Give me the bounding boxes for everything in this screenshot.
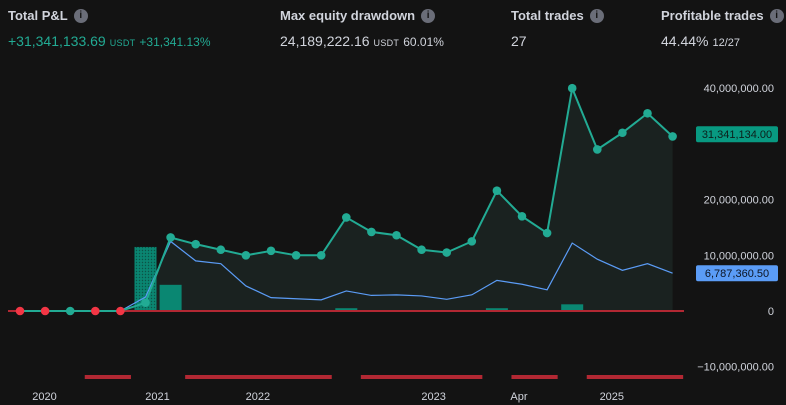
x-tick-label: 2020 bbox=[32, 391, 56, 403]
info-icon[interactable]: i bbox=[589, 8, 604, 23]
x-tick-label: 2023 bbox=[421, 391, 445, 403]
drawdown-bar bbox=[586, 375, 684, 379]
stat-max-drawdown: Max equity drawdown i 24,189,222.16 USDT… bbox=[280, 8, 444, 49]
equity-point bbox=[116, 306, 125, 316]
equity-last-value-tag: 31,341,134.00 bbox=[702, 129, 772, 141]
equity-point bbox=[65, 306, 75, 316]
y-tick-label: 20,000,000.00 bbox=[704, 195, 774, 207]
equity-point bbox=[442, 248, 452, 257]
buy-hold-last-value-tag: 6,787,360.50 bbox=[705, 268, 769, 280]
total-trades-value: 27 bbox=[511, 33, 527, 49]
buy-hold-line bbox=[20, 240, 673, 312]
stat-profitable-trades: Profitable trades i 44.44% 12/27 bbox=[661, 8, 784, 49]
equity-point bbox=[342, 213, 351, 222]
y-tick-label: 40,000,000.00 bbox=[704, 83, 774, 95]
equity-point bbox=[392, 230, 401, 240]
drawdown-bar bbox=[360, 375, 483, 379]
equity-point bbox=[40, 306, 50, 316]
profitable-trades-value: 44.44% bbox=[661, 33, 709, 49]
equity-point bbox=[91, 306, 100, 316]
total-pnl-percent: +31,341.13% bbox=[139, 35, 211, 49]
stat-total-trades: Total trades i 27 bbox=[511, 8, 604, 49]
y-tick-label: −10,000,000.00 bbox=[697, 362, 774, 374]
info-icon[interactable]: i bbox=[73, 8, 88, 23]
equity-point bbox=[467, 237, 477, 246]
equity-point bbox=[367, 227, 376, 237]
total-pnl-unit: USDT bbox=[109, 38, 136, 48]
drawdown-bar bbox=[511, 375, 558, 379]
equity-point bbox=[291, 251, 301, 260]
equity-point bbox=[542, 228, 552, 238]
stat-label: Max equity drawdown bbox=[280, 8, 416, 23]
equity-point bbox=[417, 245, 426, 255]
x-tick-label: 2022 bbox=[246, 391, 270, 403]
buy-hold-last-value-tag-bg bbox=[696, 265, 778, 282]
info-icon[interactable]: i bbox=[769, 8, 784, 23]
x-tick-label: 2025 bbox=[600, 391, 624, 403]
drawdown-bar bbox=[185, 375, 332, 379]
equity-point bbox=[191, 239, 200, 249]
run-up-bar bbox=[159, 284, 182, 311]
equity-point bbox=[266, 246, 276, 256]
equity-point bbox=[241, 251, 251, 260]
y-tick-label: 0 bbox=[768, 306, 774, 318]
run-up-bar bbox=[134, 246, 157, 311]
max-drawdown-percent: 60.01% bbox=[403, 35, 444, 49]
equity-point bbox=[15, 306, 25, 316]
info-icon[interactable]: i bbox=[421, 8, 436, 23]
stat-label: Profitable trades bbox=[661, 8, 764, 23]
total-pnl-value: +31,341,133.69 bbox=[8, 33, 106, 49]
run-up-bar bbox=[335, 308, 358, 311]
equity-point bbox=[517, 212, 527, 221]
equity-last-value-tag-bg bbox=[696, 126, 778, 143]
equity-point bbox=[316, 251, 326, 260]
equity-area bbox=[20, 88, 673, 311]
profitable-trades-ratio: 12/27 bbox=[712, 37, 741, 49]
equity-point bbox=[618, 128, 627, 138]
equity-point bbox=[668, 132, 677, 141]
equity-point bbox=[567, 83, 577, 93]
performance-summary: Total P&L i +31,341,133.69 USDT +31,341.… bbox=[0, 0, 786, 56]
y-tick-label: 10,000,000.00 bbox=[704, 250, 774, 262]
max-drawdown-unit: USDT bbox=[373, 38, 400, 48]
max-drawdown-value: 24,189,222.16 bbox=[280, 33, 370, 49]
equity-point bbox=[166, 233, 175, 242]
equity-point bbox=[593, 145, 602, 154]
stat-label: Total trades bbox=[511, 8, 584, 23]
stat-total-pnl: Total P&L i +31,341,133.69 USDT +31,341.… bbox=[8, 8, 210, 49]
equity-point bbox=[492, 186, 502, 195]
equity-point bbox=[216, 245, 226, 255]
stat-label: Total P&L bbox=[8, 8, 68, 23]
drawdown-bar bbox=[84, 375, 131, 379]
run-up-bar bbox=[561, 304, 584, 311]
equity-point bbox=[141, 298, 150, 307]
x-tick-label: Apr bbox=[510, 391, 527, 403]
equity-point bbox=[643, 108, 652, 118]
run-up-bar bbox=[485, 308, 508, 311]
x-tick-label: 2021 bbox=[145, 391, 169, 403]
